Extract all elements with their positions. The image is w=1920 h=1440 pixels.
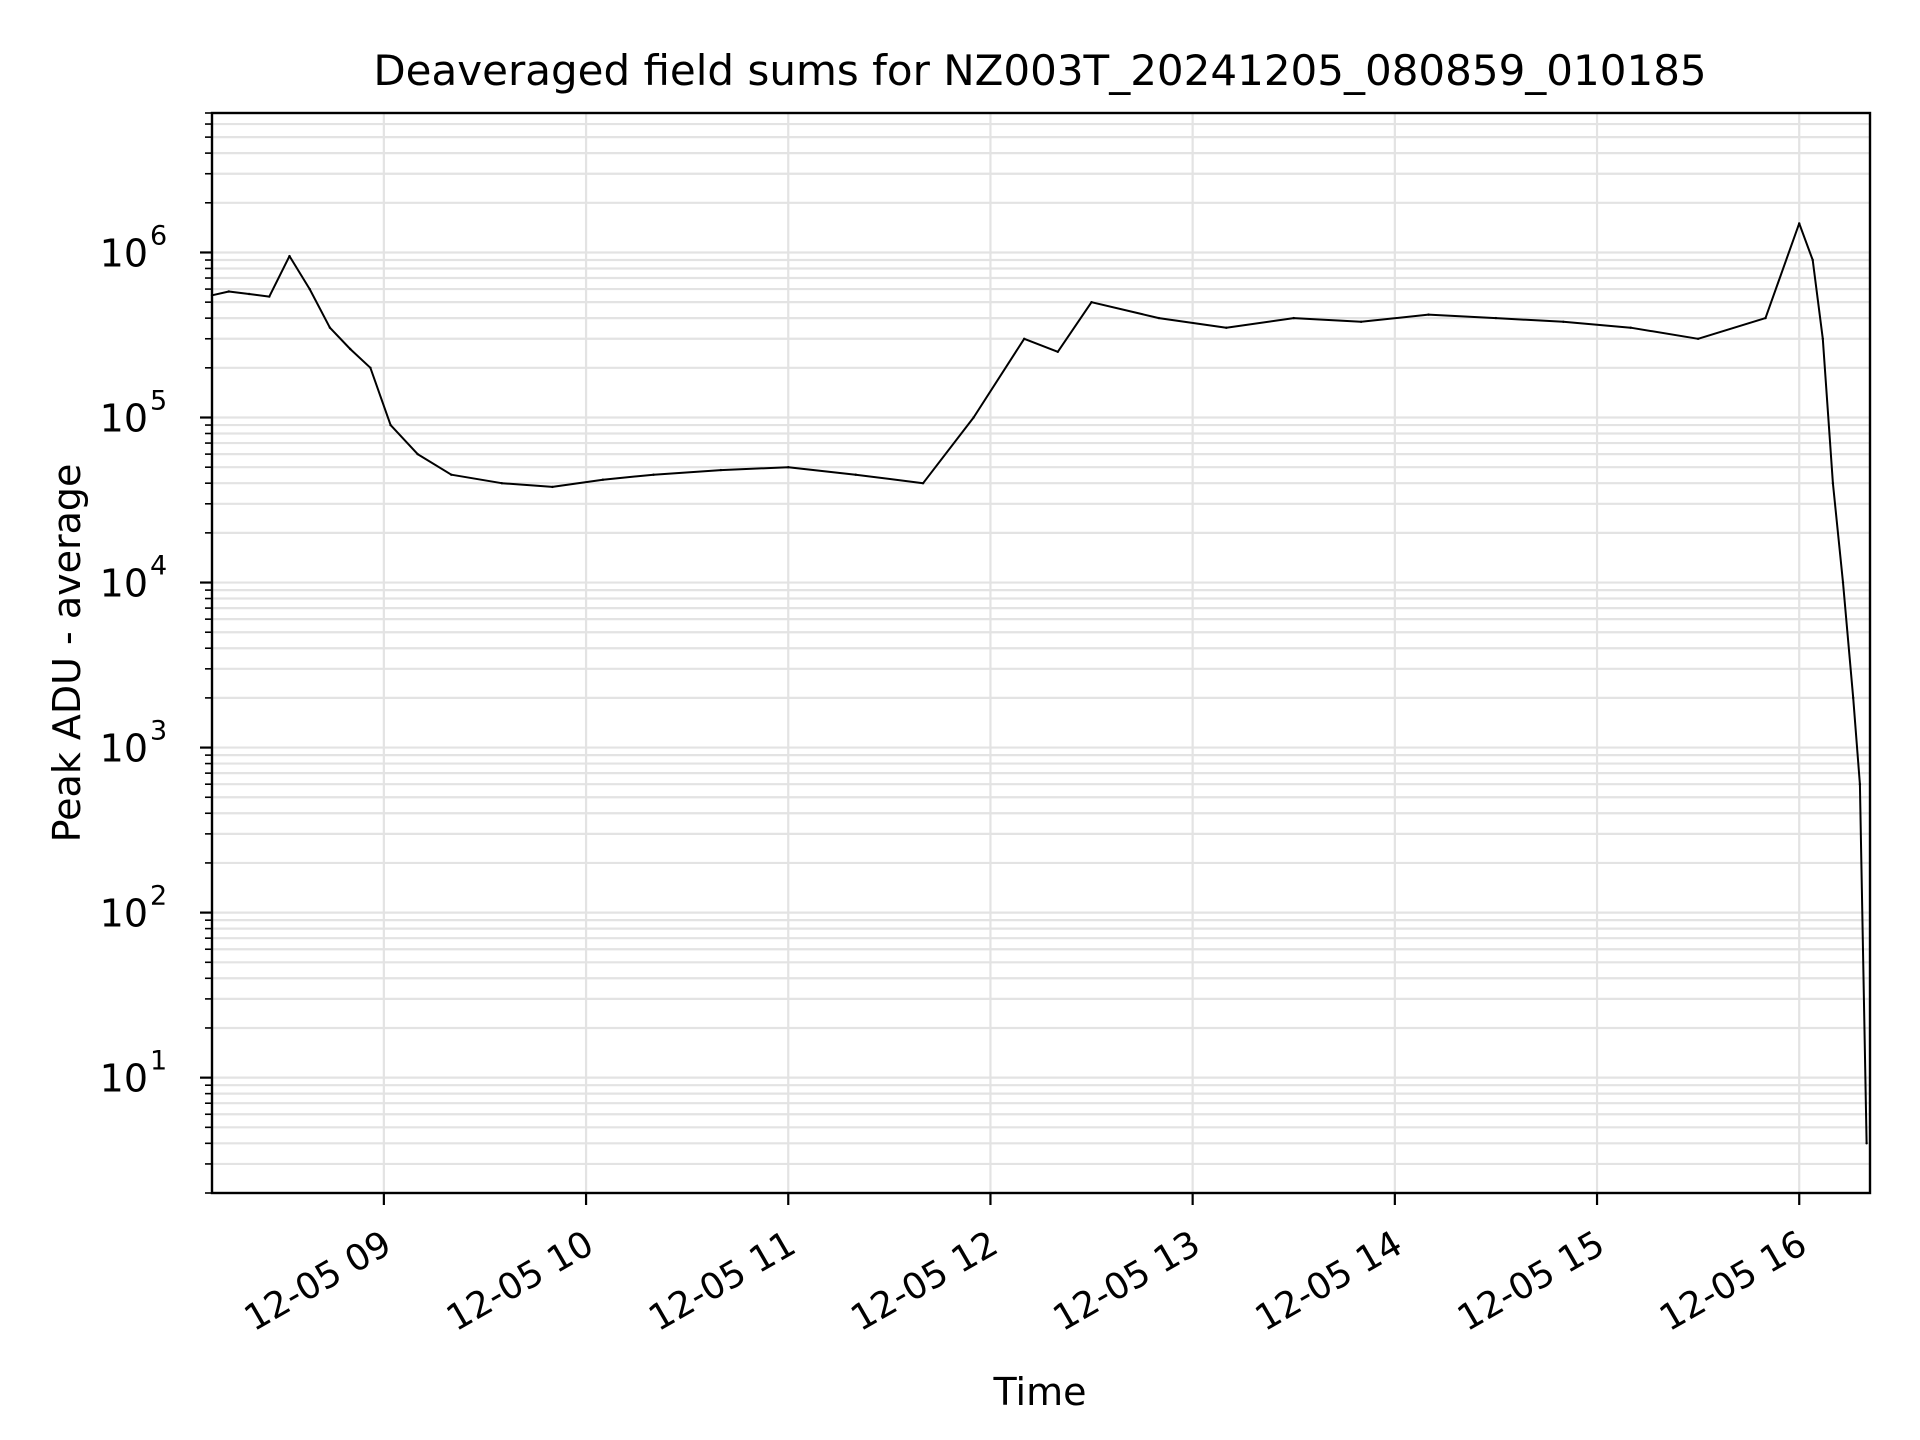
data-point xyxy=(972,416,975,419)
y-tick-label: 10 xyxy=(100,397,148,441)
y-tick-base: 10 xyxy=(100,727,148,771)
y-tick-exponent: 3 xyxy=(150,716,167,747)
y-tick-base: 10 xyxy=(100,892,148,936)
data-point xyxy=(389,423,392,427)
data-point xyxy=(1359,320,1363,323)
data-point xyxy=(1629,326,1632,329)
data-point xyxy=(227,290,230,293)
data-point xyxy=(1852,696,1855,700)
data-point xyxy=(1090,301,1093,304)
y-tick-label: 10 xyxy=(100,562,148,606)
y-tick-base: 10 xyxy=(100,562,148,606)
y-tick-exponent: 4 xyxy=(150,551,167,582)
data-point xyxy=(1821,337,1825,340)
data-point xyxy=(268,295,271,298)
data-point xyxy=(854,473,857,476)
data-point xyxy=(551,485,554,489)
data-point xyxy=(1798,222,1801,225)
y-tick-exponent: 5 xyxy=(150,386,167,417)
plot-frame xyxy=(210,111,1872,1195)
data-point xyxy=(1811,258,1814,262)
data-point xyxy=(500,482,503,485)
data-point xyxy=(787,466,790,469)
y-tick-base: 10 xyxy=(100,397,148,441)
y-tick-base: 10 xyxy=(100,1057,148,1101)
y-tick-label: 10 xyxy=(100,1057,148,1101)
data-point xyxy=(1858,783,1862,786)
data-point xyxy=(1427,313,1430,316)
data-point xyxy=(450,473,453,476)
series-line-0 xyxy=(211,222,1868,1144)
x-axis-label: Time xyxy=(993,1370,1087,1414)
y-tick-exponent: 6 xyxy=(150,220,167,251)
y-tick-exponent: 2 xyxy=(150,881,167,912)
data-point xyxy=(308,287,311,291)
data-point xyxy=(1056,350,1060,353)
y-axis-label: Peak ADU - average xyxy=(45,464,89,843)
y-tick-label: 10 xyxy=(100,727,148,771)
data-point xyxy=(1022,337,1026,340)
data-point xyxy=(601,478,605,481)
y-tick-exponent: 1 xyxy=(150,1046,167,1077)
data-point xyxy=(719,468,723,472)
series-layer xyxy=(210,222,1868,1145)
data-point xyxy=(1225,326,1228,329)
data-point xyxy=(1562,320,1565,323)
y-tick-base: 10 xyxy=(100,231,148,275)
data-point xyxy=(416,452,419,456)
data-point xyxy=(1696,337,1700,340)
grid-lines xyxy=(212,111,1870,1195)
data-point xyxy=(1764,316,1767,320)
data-point xyxy=(921,482,925,485)
data-point xyxy=(1292,316,1295,320)
y-tick-label: 10 xyxy=(100,231,148,275)
data-point xyxy=(328,326,332,329)
chart-title: Deaveraged field sums for NZ003T_2024120… xyxy=(373,46,1706,95)
data-point xyxy=(1831,482,1835,485)
data-point xyxy=(1841,581,1845,584)
data-point xyxy=(1157,316,1161,320)
data-point xyxy=(288,254,291,258)
data-point xyxy=(349,347,352,351)
data-point xyxy=(652,473,655,476)
data-point xyxy=(247,292,251,296)
data-point xyxy=(1494,316,1498,320)
data-point xyxy=(1865,1142,1868,1145)
y-tick-label: 10 xyxy=(100,892,148,936)
data-point xyxy=(369,366,372,369)
